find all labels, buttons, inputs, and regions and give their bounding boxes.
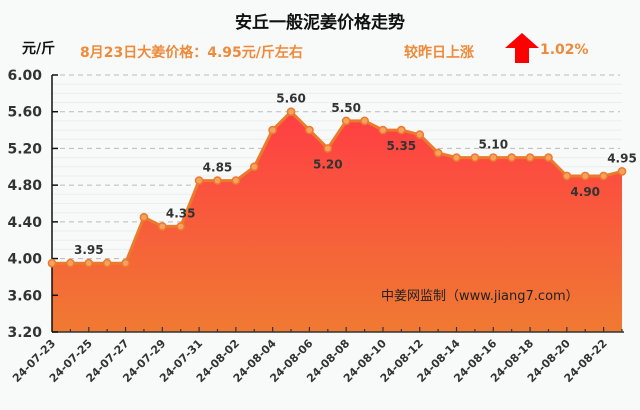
data-points bbox=[47, 107, 627, 268]
svg-text:3.20: 3.20 bbox=[7, 325, 42, 341]
x-axis-labels: 24-07-2324-07-2524-07-2724-07-2924-07-31… bbox=[10, 337, 610, 385]
svg-text:3.60: 3.60 bbox=[7, 288, 42, 304]
svg-text:5.10: 5.10 bbox=[478, 138, 508, 152]
svg-text:5.50: 5.50 bbox=[331, 101, 361, 115]
price-summary: 8月23日大姜价格：4.95元/斤左右 bbox=[80, 45, 303, 61]
svg-text:5.20: 5.20 bbox=[313, 157, 343, 171]
svg-text:5.20: 5.20 bbox=[7, 141, 42, 157]
change-label: 较昨日上涨 bbox=[404, 45, 474, 61]
svg-text:4.80: 4.80 bbox=[7, 178, 42, 194]
svg-text:5.60: 5.60 bbox=[7, 105, 42, 121]
svg-text:5.35: 5.35 bbox=[387, 139, 417, 153]
svg-text:4.90: 4.90 bbox=[570, 185, 600, 199]
chart-title: 安丘一般泥姜价格走势 bbox=[235, 13, 405, 33]
up-arrow-icon bbox=[505, 33, 539, 63]
svg-text:4.95: 4.95 bbox=[607, 151, 637, 165]
axes bbox=[51, 74, 624, 333]
y-axis-labels: 3.20 3.60 4.00 4.40 4.80 5.20 5.60 6.00 bbox=[7, 68, 42, 341]
svg-text:6.00: 6.00 bbox=[7, 68, 42, 84]
area-fill bbox=[52, 111, 622, 332]
svg-text:4.35: 4.35 bbox=[166, 206, 196, 220]
y-axis-unit: 元/斤 bbox=[22, 41, 56, 57]
svg-text:5.60: 5.60 bbox=[276, 92, 306, 106]
svg-text:4.40: 4.40 bbox=[7, 215, 42, 231]
data-labels: 3.95 4.35 4.85 5.60 5.20 5.50 5.35 5.10 4.90 4.95 bbox=[74, 92, 637, 257]
svg-text:4.85: 4.85 bbox=[203, 161, 233, 175]
watermark: 中姜网监制（www.jiang7.com） bbox=[381, 289, 579, 304]
change-percent: 1.02% bbox=[540, 42, 589, 58]
svg-text:3.95: 3.95 bbox=[74, 243, 104, 257]
svg-text:4.00: 4.00 bbox=[7, 252, 42, 268]
